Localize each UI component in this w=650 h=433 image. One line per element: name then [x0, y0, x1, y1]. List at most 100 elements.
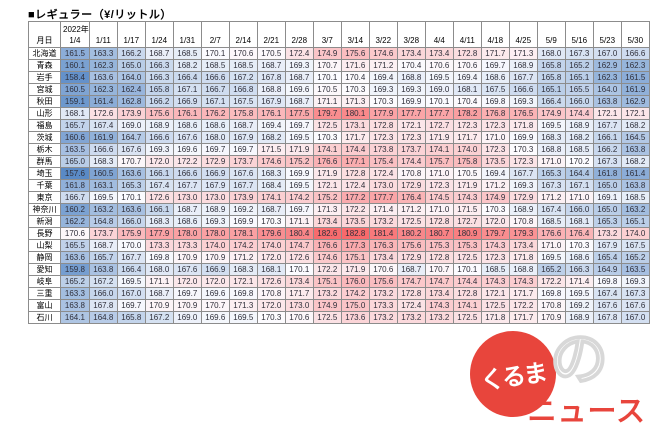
price-cell: 170.6 — [228, 47, 258, 60]
price-cell: 180.1 — [340, 107, 370, 120]
price-cell: 175.3 — [424, 239, 454, 252]
price-cell: 169.4 — [368, 71, 398, 84]
price-cell: 168.3 — [536, 131, 566, 144]
prefecture-label: 山梨 — [28, 239, 61, 252]
logo-circle-text: くるま — [479, 359, 548, 395]
price-cell: 171.2 — [480, 179, 510, 192]
price-cell: 169.5 — [228, 311, 258, 324]
price-cell: 167.2 — [88, 275, 118, 288]
price-cell: 175.6 — [396, 239, 426, 252]
price-cell: 172.2 — [508, 299, 538, 312]
price-cell: 174.2 — [284, 191, 314, 204]
price-cell: 165.8 — [536, 59, 566, 72]
price-cell: 171.7 — [340, 131, 370, 144]
price-cell: 176.3 — [368, 239, 398, 252]
date-header: 1/24 — [144, 21, 174, 48]
year-label: 2022年 — [63, 25, 89, 34]
price-cell: 169.9 — [508, 131, 538, 144]
price-cell: 170.8 — [508, 215, 538, 228]
price-cell: 177.7 — [368, 191, 398, 204]
price-cell: 178.0 — [172, 227, 202, 240]
price-cell: 170.9 — [144, 299, 174, 312]
price-cell: 172.3 — [396, 131, 426, 144]
price-cell: 168.6 — [480, 71, 510, 84]
prefecture-label: 石川 — [28, 311, 61, 324]
price-cell: 169.5 — [88, 191, 118, 204]
price-cell: 174.1 — [312, 143, 342, 156]
price-cell: 169.6 — [200, 287, 230, 300]
price-cell: 169.2 — [228, 203, 258, 216]
price-cell: 167.8 — [256, 71, 286, 84]
prefecture-label: 静岡 — [28, 251, 61, 264]
table-row: 東京 166.7 169.5 170.1 172.6 173.0 173.0 173.9 174… — [28, 191, 650, 204]
price-cell: 173.2 — [368, 311, 398, 324]
price-cell: 169.5 — [424, 71, 454, 84]
price-cell: 176.6 — [312, 239, 342, 252]
date-header: 1/17 — [116, 21, 146, 48]
table-head: 月日 2022年 1/4 1/11 1/17 1/24 1/31 2/7 2/14 2/21 2/2… — [28, 21, 650, 48]
price-cell: 169.3 — [620, 275, 650, 288]
price-cell: 168.9 — [508, 203, 538, 216]
price-cell: 167.9 — [228, 131, 258, 144]
price-cell: 170.4 — [340, 71, 370, 84]
price-cell: 166.7 — [200, 83, 230, 96]
prefecture-label: 神奈川 — [28, 203, 61, 216]
price-cell: 169.2 — [564, 299, 594, 312]
price-cell: 166.2 — [116, 47, 146, 60]
price-cell: 165.5 — [564, 83, 594, 96]
price-cell: 178.1 — [228, 227, 258, 240]
price-cell: 166.9 — [172, 95, 202, 108]
price-cell: 169.4 — [256, 119, 286, 132]
price-cell: 174.1 — [452, 299, 482, 312]
price-cell: 171.9 — [452, 179, 482, 192]
prefecture-label: 山形 — [28, 107, 61, 120]
price-cell: 166.3 — [144, 71, 174, 84]
price-cell: 161.8 — [60, 179, 90, 192]
price-cell: 171.5 — [256, 143, 286, 156]
price-cell: 173.9 — [116, 107, 146, 120]
price-cell: 170.4 — [396, 59, 426, 72]
price-cell: 166.6 — [144, 131, 174, 144]
price-cell: 166.6 — [200, 71, 230, 84]
price-cell: 161.9 — [88, 131, 118, 144]
price-cell: 168.9 — [200, 203, 230, 216]
price-cell: 174.5 — [424, 191, 454, 204]
price-table: 月日 2022年 1/4 1/11 1/17 1/24 1/31 2/7 2/14 2/21 2/2… — [28, 21, 650, 324]
price-cell: 167.6 — [228, 167, 258, 180]
price-cell: 168.7 — [228, 119, 258, 132]
price-cell: 168.1 — [564, 215, 594, 228]
price-cell: 168.3 — [256, 167, 286, 180]
price-cell: 172.1 — [480, 287, 510, 300]
price-cell: 182.8 — [340, 227, 370, 240]
price-cell: 169.9 — [396, 95, 426, 108]
price-cell: 164.1 — [60, 311, 90, 324]
price-cell: 167.9 — [256, 95, 286, 108]
price-cell: 162.9 — [592, 59, 622, 72]
logo-circle-icon: くるま — [470, 331, 556, 417]
price-cell: 173.4 — [312, 215, 342, 228]
prefecture-label: 群馬 — [28, 155, 61, 168]
price-cell: 173.3 — [144, 239, 174, 252]
price-cell: 166.4 — [172, 71, 202, 84]
prefecture-label: 三重 — [28, 287, 61, 300]
price-cell: 170.7 — [312, 59, 342, 72]
price-cell: 173.5 — [340, 215, 370, 228]
price-cell: 168.9 — [564, 311, 594, 324]
price-cell: 167.6 — [172, 131, 202, 144]
price-cell: 161.8 — [592, 167, 622, 180]
price-cell: 173.2 — [312, 287, 342, 300]
price-cell: 172.1 — [620, 107, 650, 120]
price-cell: 168.2 — [256, 131, 286, 144]
price-cell: 174.9 — [312, 299, 342, 312]
price-cell: 162.2 — [60, 215, 90, 228]
price-cell: 172.6 — [256, 275, 286, 288]
prefecture-label: 茨城 — [28, 131, 61, 144]
price-cell: 172.6 — [284, 251, 314, 264]
price-cell: 165.8 — [116, 311, 146, 324]
price-cell: 172.5 — [312, 119, 342, 132]
date-header: 3/22 — [368, 21, 398, 48]
price-cell: 172.0 — [256, 251, 286, 264]
price-cell: 169.1 — [592, 191, 622, 204]
price-cell: 173.5 — [480, 155, 510, 168]
table-row: 三重 163.3 166.0 167.0 168.7 169.7 169.6 169.8 170… — [28, 287, 650, 300]
